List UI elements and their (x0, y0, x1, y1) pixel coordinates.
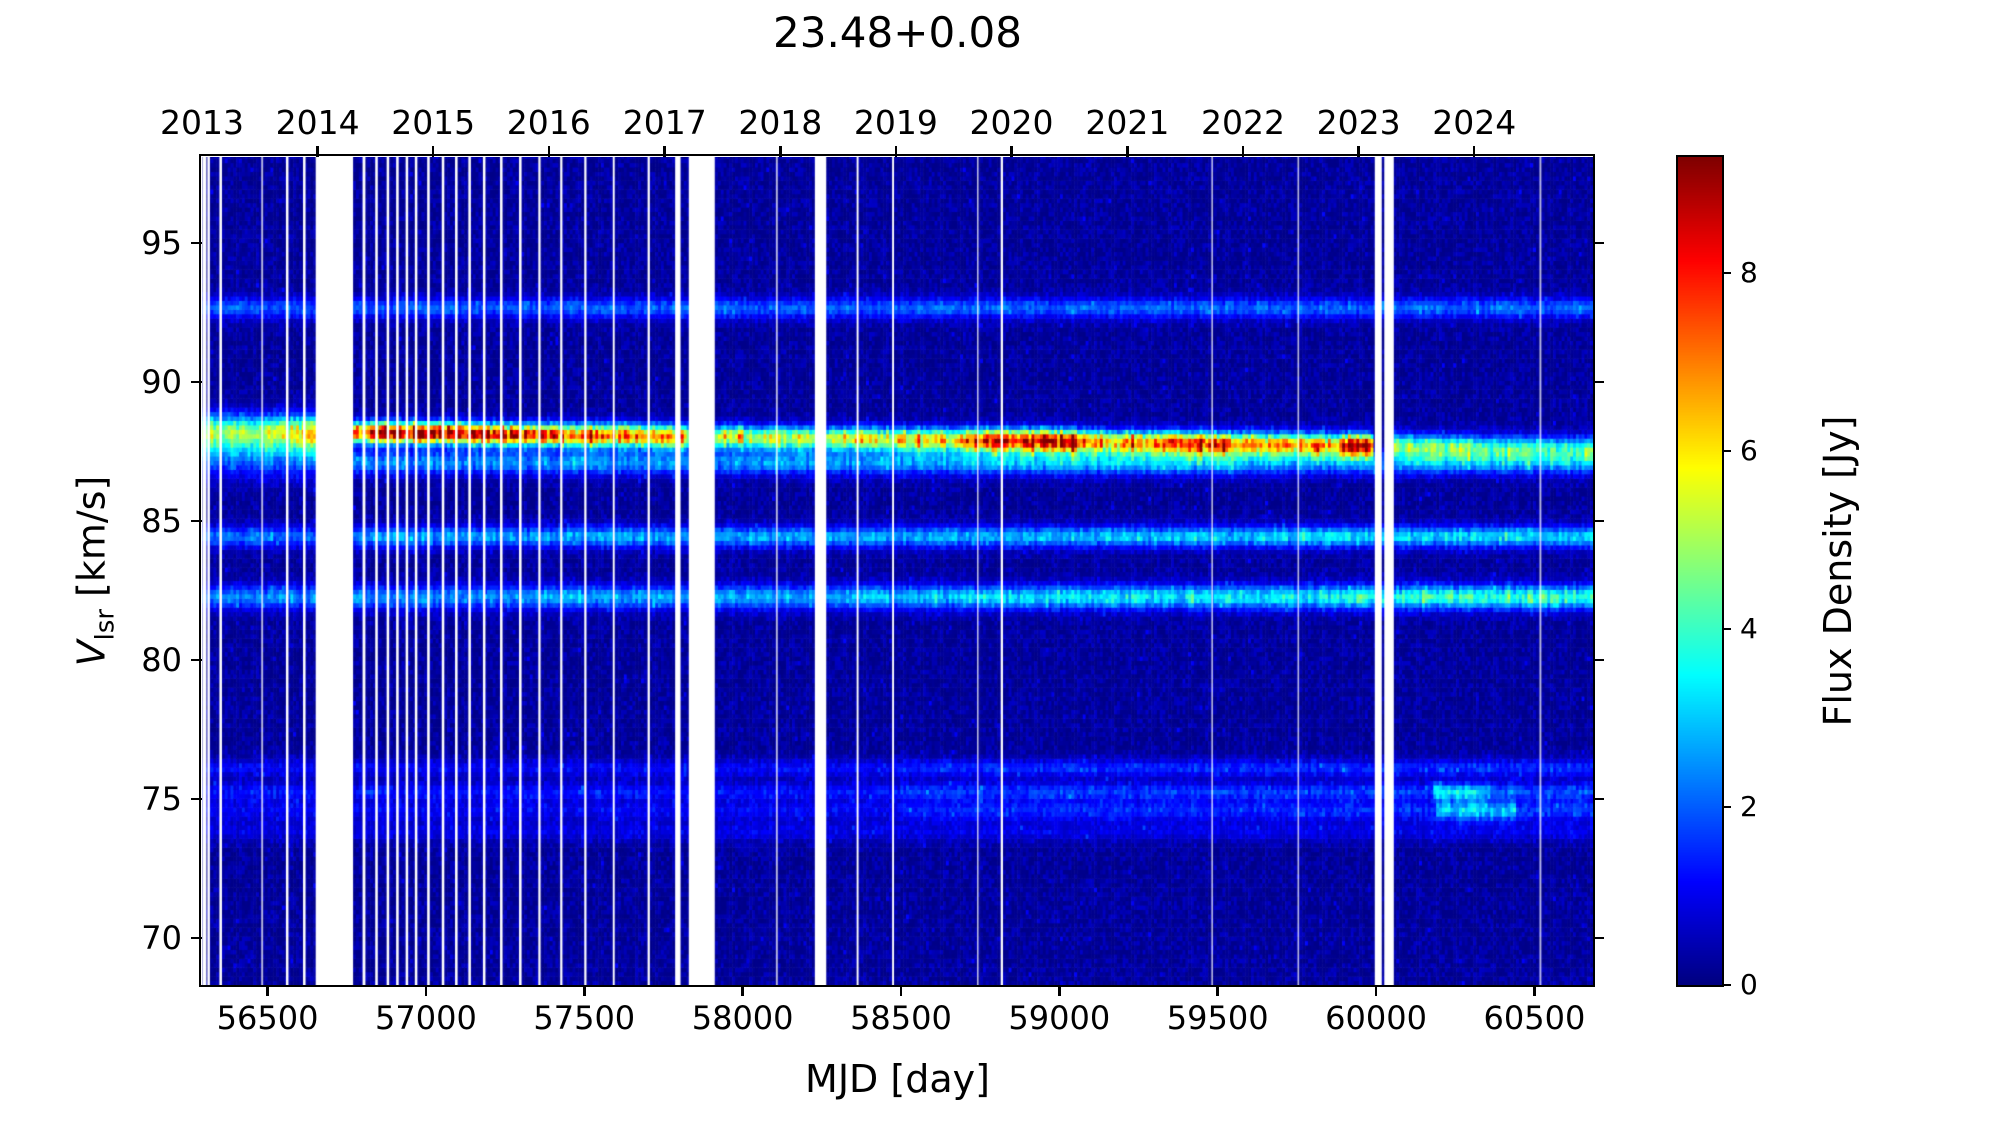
top-axis-year-label: 2013 (160, 103, 244, 142)
y-axis-tick (191, 936, 202, 939)
top-axis-year-label: 2024 (1432, 103, 1517, 142)
x-axis-tick (1216, 985, 1219, 996)
colorbar-label: Flux Density [Jy] (1816, 415, 1860, 727)
y-axis-tick (191, 797, 202, 801)
colorbar-tick-label: 0 (1740, 968, 1758, 1001)
colorbar-tick (1722, 449, 1731, 452)
x-axis-label: MJD [day] (805, 1057, 990, 1101)
y-axis-subscript: lsr (90, 609, 121, 641)
y-axis-tick (191, 380, 202, 384)
x-axis-tick (1058, 985, 1061, 996)
y-axis-tick (191, 658, 202, 662)
colorbar-tick-label: 4 (1740, 611, 1758, 645)
top-axis-year-tick (1472, 146, 1476, 157)
y-axis-tick-label: 70 (141, 918, 182, 957)
plot-title: 23.48+0.08 (773, 8, 1022, 57)
top-axis-year-tick (1126, 146, 1129, 157)
x-axis-tick (583, 985, 586, 996)
top-axis-year-label: 2017 (622, 103, 707, 142)
top-axis-year-tick (431, 146, 435, 157)
colorbar-tick (1722, 984, 1731, 986)
x-axis-tick-label: 57500 (533, 999, 636, 1037)
x-axis-tick (424, 985, 428, 996)
top-axis-year-label: 2021 (1085, 103, 1170, 142)
top-axis-year-tick (1010, 146, 1013, 157)
top-axis-year-tick (779, 146, 782, 157)
colorbar-gradient (1678, 157, 1722, 985)
top-axis-year-label: 2015 (391, 103, 476, 142)
colorbar-tick-label: 2 (1740, 789, 1758, 823)
x-axis-tick-label: 57000 (375, 999, 477, 1037)
y-axis-right-tick (1593, 241, 1604, 245)
x-axis-tick (1374, 985, 1378, 996)
y-axis-variable: V (69, 640, 114, 667)
y-axis-right-tick (1593, 936, 1604, 939)
top-axis-year-tick (1241, 146, 1245, 157)
top-axis-year-label: 2019 (853, 103, 938, 142)
top-axis-year-label: 2016 (506, 103, 591, 142)
y-axis-right-tick (1593, 519, 1604, 523)
top-axis-year-tick (316, 146, 319, 157)
top-axis-year-label: 2014 (275, 103, 360, 142)
x-axis-tick-label: 59000 (1008, 999, 1111, 1037)
y-axis-tick (191, 241, 202, 245)
y-axis-right-tick (1593, 797, 1604, 801)
y-axis-units: [km/s] (69, 475, 114, 610)
x-axis-tick-label: 56500 (216, 999, 319, 1037)
top-axis-year-label: 2020 (969, 103, 1054, 142)
x-axis-tick-label: 59500 (1166, 999, 1269, 1037)
colorbar-tick (1722, 271, 1731, 274)
x-axis-tick-label: 58500 (850, 999, 952, 1037)
y-axis-tick (191, 519, 202, 523)
y-axis-right-tick (1593, 658, 1604, 662)
y-axis-tick-label: 85 (141, 501, 182, 540)
y-axis-label: Vlsr [km/s] (70, 476, 121, 667)
x-axis-tick (1533, 985, 1536, 996)
colorbar-tick-label: 6 (1740, 433, 1758, 467)
y-axis-tick-label: 95 (141, 224, 182, 263)
top-axis-year-label: 2018 (738, 103, 823, 142)
x-axis-tick-label: 58000 (691, 999, 794, 1037)
colorbar-tick (1722, 627, 1731, 630)
y-axis-tick-label: 90 (141, 363, 182, 402)
x-axis-tick-label: 60500 (1483, 999, 1586, 1037)
x-axis-tick (899, 985, 903, 996)
top-axis-year-tick (547, 146, 551, 157)
top-axis-year-tick (1357, 146, 1360, 157)
y-axis-right-tick (1593, 380, 1604, 384)
dynamic-spectrum-heatmap (202, 157, 1593, 985)
x-axis-tick (741, 985, 744, 996)
top-axis-year-tick (663, 146, 666, 157)
y-axis-tick-label: 80 (141, 640, 182, 679)
x-axis-tick (266, 985, 269, 996)
x-axis-tick-label: 60000 (1325, 999, 1427, 1037)
colorbar-tick-label: 8 (1740, 255, 1758, 289)
top-axis-year-label: 2022 (1201, 103, 1286, 142)
top-axis-year-tick (894, 146, 898, 157)
top-axis-year-label: 2023 (1316, 103, 1401, 142)
colorbar-tick (1722, 805, 1731, 808)
y-axis-tick-label: 75 (141, 779, 182, 818)
